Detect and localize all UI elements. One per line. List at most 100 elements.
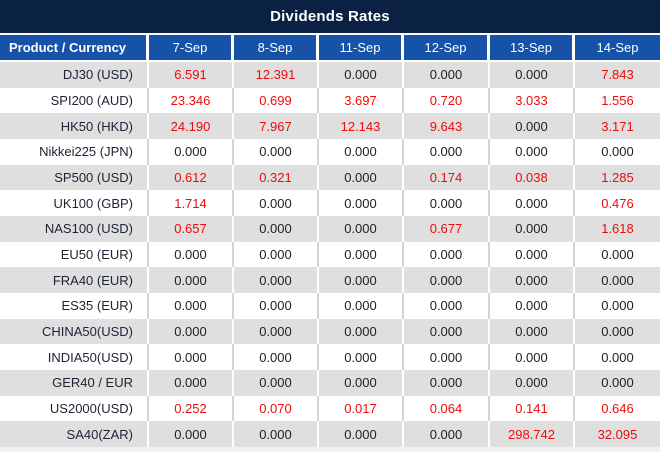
product-cell: HK50 (HKD) bbox=[0, 113, 149, 139]
value-cell: 0.000 bbox=[575, 344, 660, 370]
value-cell: 0.000 bbox=[490, 241, 575, 268]
table-row: SA40(ZAR) 0.000 0.000 0.000 0.000 298.742 32.0… bbox=[0, 421, 660, 447]
value-cell: 0.000 bbox=[490, 215, 575, 242]
value-cell: 0.646 bbox=[575, 395, 660, 422]
value-cell: 12.391 bbox=[234, 62, 319, 88]
product-cell: SP500 (USD) bbox=[0, 164, 149, 191]
value-cell: 0.000 bbox=[404, 267, 490, 293]
value-cell: 0.000 bbox=[149, 421, 234, 447]
value-cell: 0.000 bbox=[234, 421, 319, 447]
table-row: NAS100 (USD) 0.657 0.000 0.000 0.677 0.000 1.6… bbox=[0, 215, 660, 242]
product-cell: FRA40 (EUR) bbox=[0, 267, 149, 293]
value-cell: 0.000 bbox=[319, 241, 404, 268]
product-cell: Nikkei225 (JPN) bbox=[0, 138, 149, 165]
product-cell: UK100 (GBP) bbox=[0, 190, 149, 216]
value-cell: 9.643 bbox=[404, 113, 490, 139]
product-cell: ES35 (EUR) bbox=[0, 292, 149, 319]
date-column-header: 12-Sep bbox=[404, 35, 490, 62]
product-cell: GER40 / EUR bbox=[0, 369, 149, 396]
value-cell: 0.000 bbox=[149, 267, 234, 293]
product-cell: INDIA50(USD) bbox=[0, 344, 149, 370]
product-cell: EU50 (EUR) bbox=[0, 241, 149, 268]
table-row: UK100 (GBP) 1.714 0.000 0.000 0.000 0.000 0.47… bbox=[0, 190, 660, 216]
value-cell: 0.017 bbox=[319, 395, 404, 422]
product-cell: SA40(ZAR) bbox=[0, 421, 149, 447]
bottom-strip bbox=[0, 446, 660, 452]
table-row: SPI200 (AUD) 23.346 0.699 3.697 0.720 3.033 1.… bbox=[0, 87, 660, 114]
value-cell: 0.000 bbox=[404, 138, 490, 165]
value-cell: 0.000 bbox=[319, 318, 404, 345]
value-cell: 0.000 bbox=[319, 421, 404, 447]
value-cell: 0.000 bbox=[575, 267, 660, 293]
title-bar: Dividends Rates bbox=[0, 0, 660, 33]
value-cell: 0.000 bbox=[490, 113, 575, 139]
value-cell: 0.000 bbox=[404, 292, 490, 319]
table-row: SP500 (USD) 0.612 0.321 0.000 0.174 0.038 1.28… bbox=[0, 164, 660, 191]
value-cell: 0.612 bbox=[149, 164, 234, 191]
value-cell: 0.000 bbox=[149, 241, 234, 268]
value-cell: 0.000 bbox=[490, 318, 575, 345]
header-row: Product / Currency 7-Sep 8-Sep 11-Sep 12-Se… bbox=[0, 35, 660, 62]
value-cell: 0.038 bbox=[490, 164, 575, 191]
value-cell: 0.000 bbox=[575, 241, 660, 268]
table-row: INDIA50(USD) 0.000 0.000 0.000 0.000 0.000 0.0… bbox=[0, 344, 660, 370]
value-cell: 0.000 bbox=[234, 318, 319, 345]
value-cell: 1.556 bbox=[575, 87, 660, 114]
product-cell: DJ30 (USD) bbox=[0, 62, 149, 88]
value-cell: 0.000 bbox=[404, 318, 490, 345]
product-cell: NAS100 (USD) bbox=[0, 215, 149, 242]
value-cell: 0.000 bbox=[149, 292, 234, 319]
value-cell: 0.000 bbox=[234, 138, 319, 165]
table-row: FRA40 (EUR) 0.000 0.000 0.000 0.000 0.000 0.00… bbox=[0, 267, 660, 293]
value-cell: 3.033 bbox=[490, 87, 575, 114]
date-column-header: 11-Sep bbox=[319, 35, 404, 62]
value-cell: 0.000 bbox=[490, 369, 575, 396]
table-row: CHINA50(USD) 0.000 0.000 0.000 0.000 0.000 0.0… bbox=[0, 318, 660, 345]
table-row: US2000(USD) 0.252 0.070 0.017 0.064 0.141 0.64… bbox=[0, 395, 660, 422]
value-cell: 0.000 bbox=[234, 215, 319, 242]
value-cell: 0.000 bbox=[404, 421, 490, 447]
table-row: ES35 (EUR) 0.000 0.000 0.000 0.000 0.000 0.000 bbox=[0, 292, 660, 319]
value-cell: 23.346 bbox=[149, 87, 234, 114]
value-cell: 1.618 bbox=[575, 215, 660, 242]
value-cell: 0.000 bbox=[149, 344, 234, 370]
value-cell: 0.000 bbox=[149, 318, 234, 345]
value-cell: 0.000 bbox=[149, 369, 234, 396]
value-cell: 0.000 bbox=[404, 190, 490, 216]
product-cell: CHINA50(USD) bbox=[0, 318, 149, 345]
date-column-header: 7-Sep bbox=[149, 35, 234, 62]
value-cell: 0.000 bbox=[490, 267, 575, 293]
value-cell: 24.190 bbox=[149, 113, 234, 139]
value-cell: 0.141 bbox=[490, 395, 575, 422]
value-cell: 0.000 bbox=[319, 292, 404, 319]
value-cell: 0.321 bbox=[234, 164, 319, 191]
value-cell: 7.843 bbox=[575, 62, 660, 88]
value-cell: 0.000 bbox=[575, 369, 660, 396]
value-cell: 0.000 bbox=[404, 62, 490, 88]
value-cell: 0.000 bbox=[490, 292, 575, 319]
header-divider bbox=[0, 33, 660, 35]
table-row: DJ30 (USD) 6.591 12.391 0.000 0.000 0.000 7.84… bbox=[0, 62, 660, 88]
table-row: EU50 (EUR) 0.000 0.000 0.000 0.000 0.000 0.000 bbox=[0, 241, 660, 268]
value-cell: 0.252 bbox=[149, 395, 234, 422]
value-cell: 3.697 bbox=[319, 87, 404, 114]
value-cell: 0.064 bbox=[404, 395, 490, 422]
page-title: Dividends Rates bbox=[270, 8, 390, 25]
value-cell: 0.000 bbox=[319, 267, 404, 293]
value-cell: 0.476 bbox=[575, 190, 660, 216]
value-cell: 0.000 bbox=[319, 369, 404, 396]
value-cell: 0.000 bbox=[490, 344, 575, 370]
value-cell: 6.591 bbox=[149, 62, 234, 88]
value-cell: 0.000 bbox=[319, 138, 404, 165]
value-cell: 0.000 bbox=[319, 344, 404, 370]
date-column-header: 14-Sep bbox=[575, 35, 660, 62]
value-cell: 3.171 bbox=[575, 113, 660, 139]
value-cell: 0.000 bbox=[319, 215, 404, 242]
product-cell: US2000(USD) bbox=[0, 395, 149, 422]
value-cell: 0.657 bbox=[149, 215, 234, 242]
value-cell: 0.000 bbox=[234, 267, 319, 293]
value-cell: 12.143 bbox=[319, 113, 404, 139]
value-cell: 0.000 bbox=[234, 344, 319, 370]
value-cell: 0.174 bbox=[404, 164, 490, 191]
